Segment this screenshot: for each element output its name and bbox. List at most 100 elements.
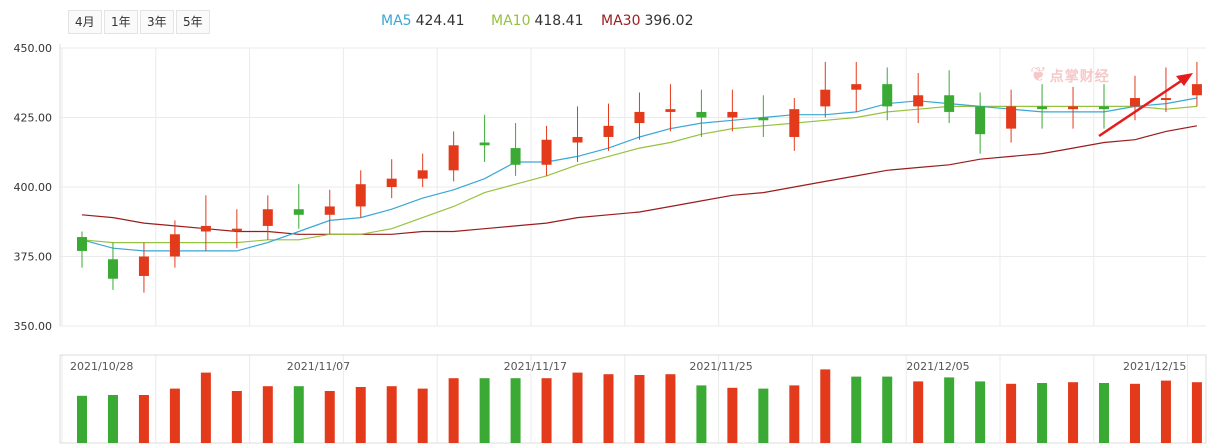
candle-body [913, 95, 924, 107]
candle-body [820, 89, 831, 107]
candle-body [572, 136, 583, 143]
candle-body [634, 111, 645, 124]
candle-body [107, 259, 118, 279]
range-tab-5y[interactable]: 5年 [176, 10, 210, 34]
candle-body [77, 237, 87, 251]
volume-bar [479, 378, 490, 443]
candle-body [1006, 106, 1017, 129]
candle-body [541, 139, 552, 165]
volume-bar [913, 381, 924, 443]
date-label: 2021/11/17 [504, 360, 567, 373]
trend-arrow-head [1176, 73, 1193, 86]
candle-body [510, 148, 521, 165]
y-tick-label: 450.00 [14, 42, 53, 55]
ma5-legend-value: 424.41 [415, 13, 465, 29]
volume-bar [448, 378, 459, 443]
candle-body [1037, 106, 1048, 110]
y-tick-label: 425.00 [14, 112, 53, 125]
candle-body [262, 209, 273, 226]
volume-bar [665, 374, 676, 443]
volume-bar [789, 385, 800, 443]
volume-bar [696, 385, 707, 443]
candle-body [851, 84, 862, 90]
volume-bar [77, 395, 87, 443]
volume-bar [634, 375, 645, 443]
volume-bar [851, 376, 862, 443]
volume-bar [572, 372, 583, 443]
candle-body [1129, 98, 1140, 107]
ma10-legend-name: MA10 [491, 13, 531, 29]
candle-body [1068, 106, 1079, 110]
volume-bar [603, 374, 614, 443]
date-label: 2021/10/28 [70, 360, 133, 373]
candle-body [1160, 98, 1171, 101]
y-tick-label: 375.00 [14, 251, 53, 264]
candle-body [293, 209, 304, 215]
volume-bar [727, 387, 738, 443]
watermark-icon: ❦ [1030, 62, 1048, 86]
candle-body [169, 234, 180, 257]
volume-bar [1068, 382, 1079, 443]
range-tab-3y[interactable]: 3年 [140, 10, 174, 34]
volume-bar [1191, 382, 1202, 443]
volume-bar [1037, 383, 1048, 443]
candle-body [944, 95, 955, 112]
volume-bar [510, 378, 521, 443]
volume-bar [138, 395, 149, 443]
range-tab-4m[interactable]: 4月 [68, 10, 102, 34]
ma30-legend: MA30 396.02 [601, 13, 693, 29]
volume-panel-border [59, 354, 1207, 444]
candle-body [324, 206, 335, 215]
date-label: 2021/12/15 [1123, 360, 1186, 373]
candle-body [417, 170, 428, 179]
date-label: 2021/12/05 [906, 360, 969, 373]
candle-body [479, 142, 490, 146]
volume-bar [820, 369, 831, 443]
ma10-legend: MA10 418.41 [491, 13, 583, 29]
candle-body [727, 111, 738, 118]
ma5-legend-name: MA5 [381, 13, 412, 29]
candle-body [665, 109, 676, 112]
volume-bar [169, 388, 180, 443]
volume-bar [1160, 380, 1171, 443]
y-tick-label: 400.00 [14, 181, 53, 194]
date-label: 2021/11/07 [287, 360, 350, 373]
watermark-text: 点掌财经 [1049, 69, 1110, 85]
volume-bar [107, 395, 118, 443]
ma5-legend: MA5 424.41 [381, 13, 465, 29]
volume-bar [758, 388, 769, 443]
candle-body [975, 106, 986, 135]
volume-bar [262, 386, 273, 443]
ma30-legend-name: MA30 [601, 13, 641, 29]
volume-bar [200, 372, 211, 443]
ma10-legend-value: 418.41 [534, 13, 584, 29]
volume-bar [1099, 383, 1110, 443]
volume-bar [417, 388, 428, 443]
candle-body [1099, 106, 1110, 110]
volume-bar [882, 376, 893, 443]
trend-arrow-line [1098, 77, 1185, 138]
candle-body [386, 178, 397, 187]
candle-body [355, 184, 366, 207]
volume-bar [231, 391, 242, 443]
volume-bar [975, 381, 986, 443]
y-tick-label: 350.00 [14, 320, 53, 333]
candle-body [448, 145, 459, 171]
candle-body [758, 117, 769, 121]
volume-bar [293, 386, 304, 443]
watermark-logo: ❦ 点掌财经 [1030, 62, 1110, 86]
range-tab-1y[interactable]: 1年 [104, 10, 138, 34]
volume-bar [541, 378, 552, 443]
candle-body [1191, 84, 1202, 96]
date-label: 2021/11/25 [689, 360, 752, 373]
candle-body [603, 125, 614, 137]
volume-bar [1129, 383, 1140, 443]
volume-bar [355, 387, 366, 443]
candle-body [696, 111, 707, 118]
candle-body [200, 225, 211, 232]
volume-bar [324, 391, 335, 443]
ma30-legend-value: 396.02 [644, 13, 694, 29]
volume-bar [386, 386, 397, 443]
candle-body [789, 109, 800, 137]
